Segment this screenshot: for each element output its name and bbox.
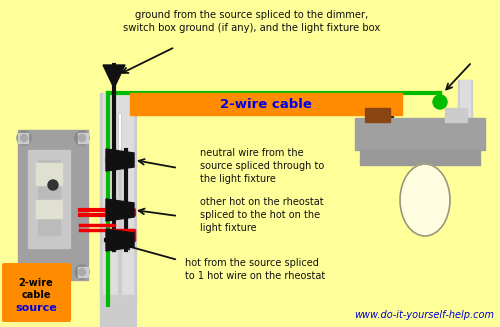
Circle shape: [48, 180, 58, 190]
Bar: [36, 163, 62, 185]
Bar: [18, 130, 88, 280]
Bar: [355, 118, 485, 150]
Bar: [103, 93, 133, 298]
Circle shape: [433, 95, 447, 109]
Bar: [38, 160, 60, 235]
Bar: [100, 295, 136, 327]
Text: other hot on the rheostat
spliced to the hot on the
light fixture: other hot on the rheostat spliced to the…: [200, 197, 324, 232]
Ellipse shape: [400, 164, 450, 236]
FancyBboxPatch shape: [2, 263, 71, 322]
Bar: [360, 150, 480, 165]
Bar: [18, 133, 28, 143]
Text: neutral wire from the
source spliced through to
the light fixture: neutral wire from the source spliced thr…: [200, 148, 324, 183]
Text: 2-wire
cable: 2-wire cable: [18, 278, 54, 300]
Bar: [36, 200, 62, 218]
Text: source: source: [15, 303, 57, 313]
Bar: [78, 267, 88, 277]
Circle shape: [75, 131, 89, 145]
Circle shape: [78, 268, 86, 276]
Bar: [18, 267, 28, 277]
Polygon shape: [106, 229, 134, 251]
Circle shape: [17, 265, 31, 279]
Bar: [458, 80, 472, 140]
Bar: [365, 108, 390, 122]
Polygon shape: [106, 149, 134, 171]
Bar: [28, 150, 70, 248]
Bar: [445, 108, 467, 122]
Polygon shape: [106, 199, 134, 221]
Circle shape: [78, 134, 86, 142]
Bar: [100, 93, 136, 298]
Bar: [130, 93, 402, 115]
Circle shape: [75, 265, 89, 279]
Text: hot from the source spliced
to 1 hot wire on the rheostat: hot from the source spliced to 1 hot wir…: [185, 258, 325, 281]
Bar: [460, 80, 470, 140]
Bar: [78, 133, 88, 143]
Circle shape: [20, 268, 28, 276]
Circle shape: [20, 134, 28, 142]
Polygon shape: [103, 65, 125, 88]
Text: 2-wire cable: 2-wire cable: [220, 97, 312, 111]
Text: www.do-it-yourself-help.com: www.do-it-yourself-help.com: [354, 310, 494, 320]
Text: ground from the source spliced to the dimmer,
switch box ground (if any), and th: ground from the source spliced to the di…: [124, 10, 380, 33]
Circle shape: [6, 302, 18, 314]
Circle shape: [17, 131, 31, 145]
